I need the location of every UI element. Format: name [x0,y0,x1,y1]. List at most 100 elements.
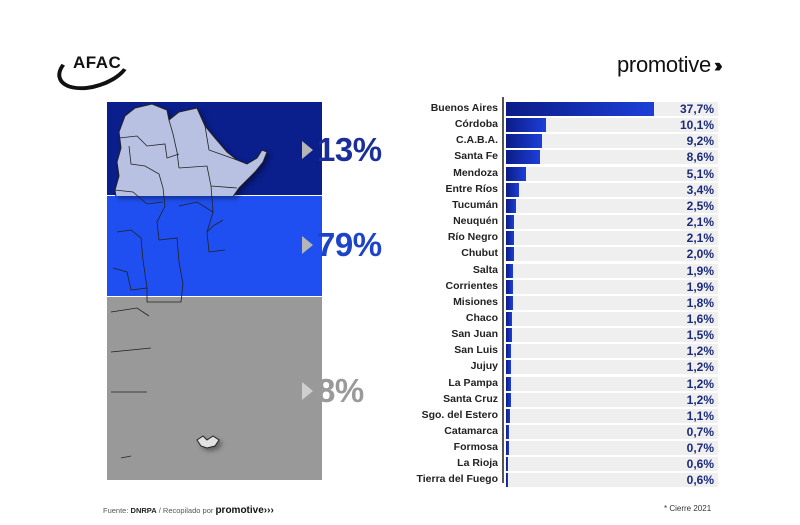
bar [506,392,511,407]
bar [506,457,509,472]
province-label: La Rioja [457,457,498,470]
value-label: 2,0% [686,247,714,262]
center-region-percent: 79% [317,226,382,263]
province-label: Misiones [453,295,498,308]
north-region-label: 13% [302,131,382,169]
bar-track [506,328,718,343]
bar [506,425,509,439]
bar-track [506,231,718,246]
value-label: 1,9% [686,279,714,294]
south-region-band [107,297,322,480]
province-label: Sgo. del Estero [421,408,498,421]
bar [506,360,511,375]
bar [506,215,515,230]
bar [506,102,655,116]
bar [506,247,514,262]
bar-track [506,360,718,375]
chart-row: San Juan 1,5% [420,327,720,343]
bar [506,376,511,391]
bar [506,182,520,197]
chart-row: La Pampa 1,2% [420,376,720,391]
south-region-percent: 8% [317,372,364,409]
province-label: Chubut [461,247,498,260]
chart-row: Jujuy 1,2% [420,359,720,375]
chart-row: Santa Fe 8,6% [420,149,720,165]
year-note: * Cierre 2021 [664,504,712,513]
province-label: Buenos Aires [430,102,498,114]
source-note: Fuente: DNRPA / Recopilado por promotive… [103,505,274,516]
afac-logo-text: AFAC [73,53,122,72]
center-region-label: 79% [302,226,382,264]
bar-track [506,118,718,133]
province-label: Entre Ríos [445,182,498,195]
bar-track [506,263,718,278]
value-label: 1,2% [686,392,714,407]
value-label: 0,6% [686,473,714,488]
province-label: Chaco [465,311,498,324]
promotive-logo-text: promotive [617,52,711,77]
bar-track [506,457,718,472]
bar [506,408,511,423]
bar-track [506,408,718,423]
value-label: 1,2% [686,376,714,391]
value-label: 1,2% [686,360,714,375]
bar [506,150,540,165]
bar-track [506,392,718,407]
chart-row: Sgo. del Estero 1,1% [420,408,720,423]
chart-row: Río Negro 2,1% [420,230,720,246]
source-prefix: Fuente: [103,506,131,515]
chart-row: Misiones 1,8% [420,295,720,310]
bar [506,118,546,133]
value-label: 1,8% [686,295,714,310]
value-label: 1,1% [686,408,714,423]
bar-track [506,134,718,149]
value-label: 8,6% [686,150,714,165]
north-region-percent: 13% [317,131,382,168]
bar [506,231,515,246]
province-label: Tucumán [452,198,498,211]
value-label: 5,1% [686,166,714,181]
province-label: Tierra del Fuego [416,473,499,486]
province-label: Santa Cruz [443,392,498,405]
chart-row: Salta 1,9% [420,263,720,278]
bar-track [506,376,718,391]
chart-row: Chubut 2,0% [420,246,720,262]
bar-track [506,150,718,165]
bar-track [506,166,718,181]
source-brand: promotive [215,505,264,516]
value-label: 0,7% [686,441,714,456]
bar-track [506,182,718,197]
province-label: La Pampa [448,376,498,389]
chevrons-icon: ››› [713,56,723,77]
chart-row: C.A.B.A. 9,2% [420,133,720,149]
chart-row: Catamarca 0,7% [420,424,720,439]
province-label: Catamarca [444,425,498,437]
chart-row: Mendoza 5,1% [420,166,720,181]
value-label: 3,4% [686,182,714,197]
province-label: Córdoba [454,118,498,131]
chart-row: La Rioja 0,6% [420,456,720,472]
chart-row: Santa Cruz 1,2% [420,392,720,407]
bar [506,134,543,149]
chart-row: Entre Ríos 3,4% [420,182,720,197]
argentina-region-map [107,102,322,480]
chevrons-icon: ››› [263,505,274,516]
chart-row: Tucumán 2,5% [420,198,720,213]
bar [506,295,514,310]
bar-track [506,441,718,456]
chart-row: Tierra del Fuego 0,6% [416,472,720,488]
chart-axis-line [502,97,504,483]
bar [506,166,527,181]
bar [506,263,514,278]
bar [506,279,514,294]
afac-logo: AFAC [51,35,137,99]
province-label: San Juan [451,328,498,341]
triangle-pointer-icon [302,141,313,159]
value-label: 10,1% [679,118,714,133]
chart-row: Formosa 0,7% [420,440,720,456]
value-label: 9,2% [686,134,714,149]
bar-track [506,311,718,326]
bar-track [506,215,718,230]
triangle-pointer-icon [302,236,313,254]
bar-track [506,247,718,262]
